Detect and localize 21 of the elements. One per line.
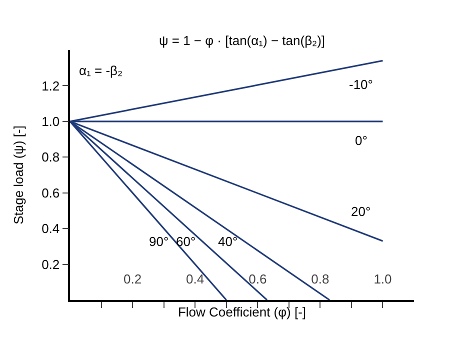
y-tick-label: 0.6 <box>42 185 60 200</box>
annotation: α₁ = -β₂ <box>79 63 123 78</box>
y-tick-label: 0.2 <box>42 256 60 272</box>
series-label: 90° <box>149 234 169 249</box>
y-tick-label: 1.0 <box>42 114 60 129</box>
y-tick-label: 0.8 <box>42 150 60 165</box>
y-tick-label: 0.4 <box>42 221 60 236</box>
x-axis-title: Flow Coefficient (φ) [-] <box>178 304 306 320</box>
series-label: 60° <box>176 234 196 249</box>
x-tick-label: 1.0 <box>374 271 392 286</box>
series-label: -10° <box>349 77 373 92</box>
x-tick-label: 0.2 <box>124 271 142 286</box>
series-label: 20° <box>351 204 371 219</box>
y-axis-title: Stage load (ψ) [-] <box>11 126 26 224</box>
series-label: 0° <box>355 133 368 148</box>
x-tick-label: 0.4 <box>186 271 204 286</box>
series-label: 40° <box>218 234 238 249</box>
x-tick-label: 0.8 <box>311 271 330 286</box>
text: ψ = 1 − φ · [tan(α₁) − tan(β₂)] <box>159 33 326 48</box>
x-tick-label: 0.6 <box>248 271 267 286</box>
y-tick-label: 1.2 <box>42 78 60 94</box>
